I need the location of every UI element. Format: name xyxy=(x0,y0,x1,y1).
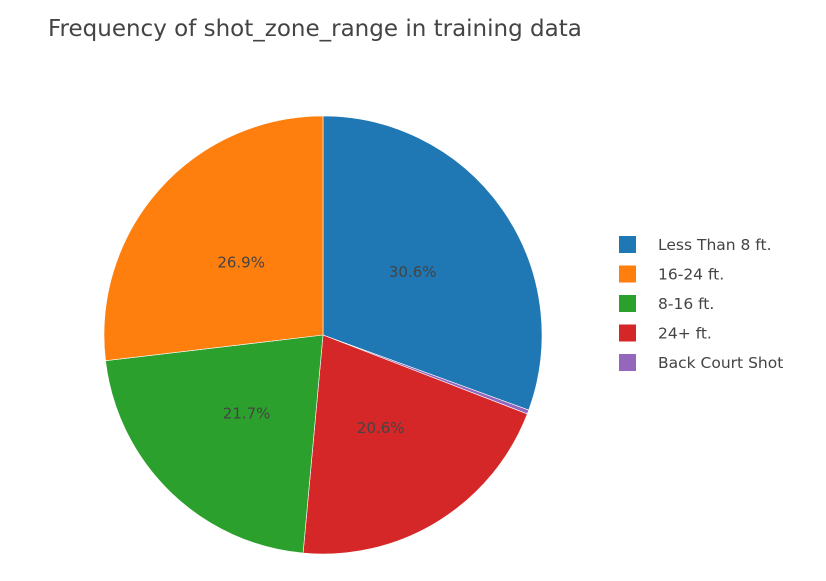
pie-slice-24-ft[interactable] xyxy=(302,334,528,555)
legend-swatch-back-court-shot xyxy=(619,354,636,371)
legend-swatch-8-16-ft xyxy=(619,295,636,312)
legend-item-24-ft[interactable]: 24+ ft. xyxy=(619,324,712,343)
pie-slice-8-16-ft[interactable] xyxy=(105,334,324,554)
legend-item-16-24-ft[interactable]: 16-24 ft. xyxy=(619,265,724,284)
legend-label-back-court-shot: Back Court Shot xyxy=(658,354,783,372)
pie-slices xyxy=(103,115,543,555)
legend-label-16-24-ft: 16-24 ft. xyxy=(658,266,724,284)
legend-item-8-16-ft[interactable]: 8-16 ft. xyxy=(619,295,714,313)
slice-label-24-ft: 20.6% xyxy=(357,419,405,437)
legend-swatch-16-24-ft xyxy=(619,265,636,283)
chart-title: Frequency of shot_zone_range in training… xyxy=(48,16,582,42)
legend-label-8-16-ft: 8-16 ft. xyxy=(658,295,714,313)
legend-swatch-less-than-8-ft xyxy=(619,236,636,253)
slice-label-less-than-8-ft: 30.6% xyxy=(389,263,437,281)
pie-slice-16-24-ft[interactable] xyxy=(103,115,324,362)
slice-label-8-16-ft: 21.7% xyxy=(223,404,271,422)
slice-label-16-24-ft: 26.9% xyxy=(217,253,265,271)
pie-slice-less-than-8-ft[interactable] xyxy=(322,115,543,411)
legend-label-less-than-8-ft: Less Than 8 ft. xyxy=(658,236,772,254)
legend-item-back-court-shot[interactable]: Back Court Shot xyxy=(619,354,783,372)
pie-labels: 30.6% 20.6% 21.7% 26.9% xyxy=(217,253,436,437)
legend-swatch-24-ft xyxy=(619,324,636,342)
legend: Less Than 8 ft. 16-24 ft. 8-16 ft. 24+ ft. B… xyxy=(619,236,783,372)
legend-item-less-than-8-ft[interactable]: Less Than 8 ft. xyxy=(619,236,772,254)
legend-label-24-ft: 24+ ft. xyxy=(658,325,712,343)
